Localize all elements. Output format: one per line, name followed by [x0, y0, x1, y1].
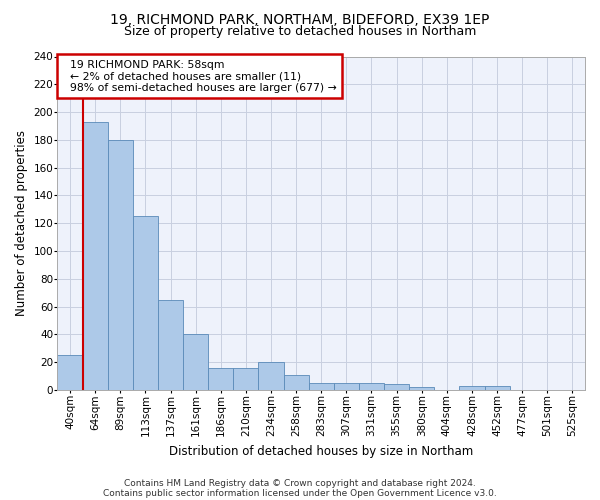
Bar [133, 216, 158, 390]
Bar [359, 383, 384, 390]
Bar [108, 140, 133, 390]
Text: Size of property relative to detached houses in Northam: Size of property relative to detached ho… [124, 25, 476, 38]
X-axis label: Distribution of detached houses by size in Northam: Distribution of detached houses by size … [169, 444, 473, 458]
Text: Contains public sector information licensed under the Open Government Licence v3: Contains public sector information licen… [103, 488, 497, 498]
Bar [308, 383, 334, 390]
Bar [284, 374, 308, 390]
Text: 19 RICHMOND PARK: 58sqm
  ← 2% of detached houses are smaller (11)
  98% of semi: 19 RICHMOND PARK: 58sqm ← 2% of detached… [63, 60, 337, 93]
Bar [384, 384, 409, 390]
Text: Contains HM Land Registry data © Crown copyright and database right 2024.: Contains HM Land Registry data © Crown c… [124, 478, 476, 488]
Bar [208, 368, 233, 390]
Bar [233, 368, 259, 390]
Y-axis label: Number of detached properties: Number of detached properties [15, 130, 28, 316]
Bar [83, 122, 108, 390]
Bar [334, 383, 359, 390]
Bar [409, 387, 434, 390]
Bar [58, 355, 83, 390]
Text: 19, RICHMOND PARK, NORTHAM, BIDEFORD, EX39 1EP: 19, RICHMOND PARK, NORTHAM, BIDEFORD, EX… [110, 12, 490, 26]
Bar [460, 386, 485, 390]
Bar [158, 300, 183, 390]
Bar [485, 386, 509, 390]
Bar [259, 362, 284, 390]
Bar [183, 334, 208, 390]
